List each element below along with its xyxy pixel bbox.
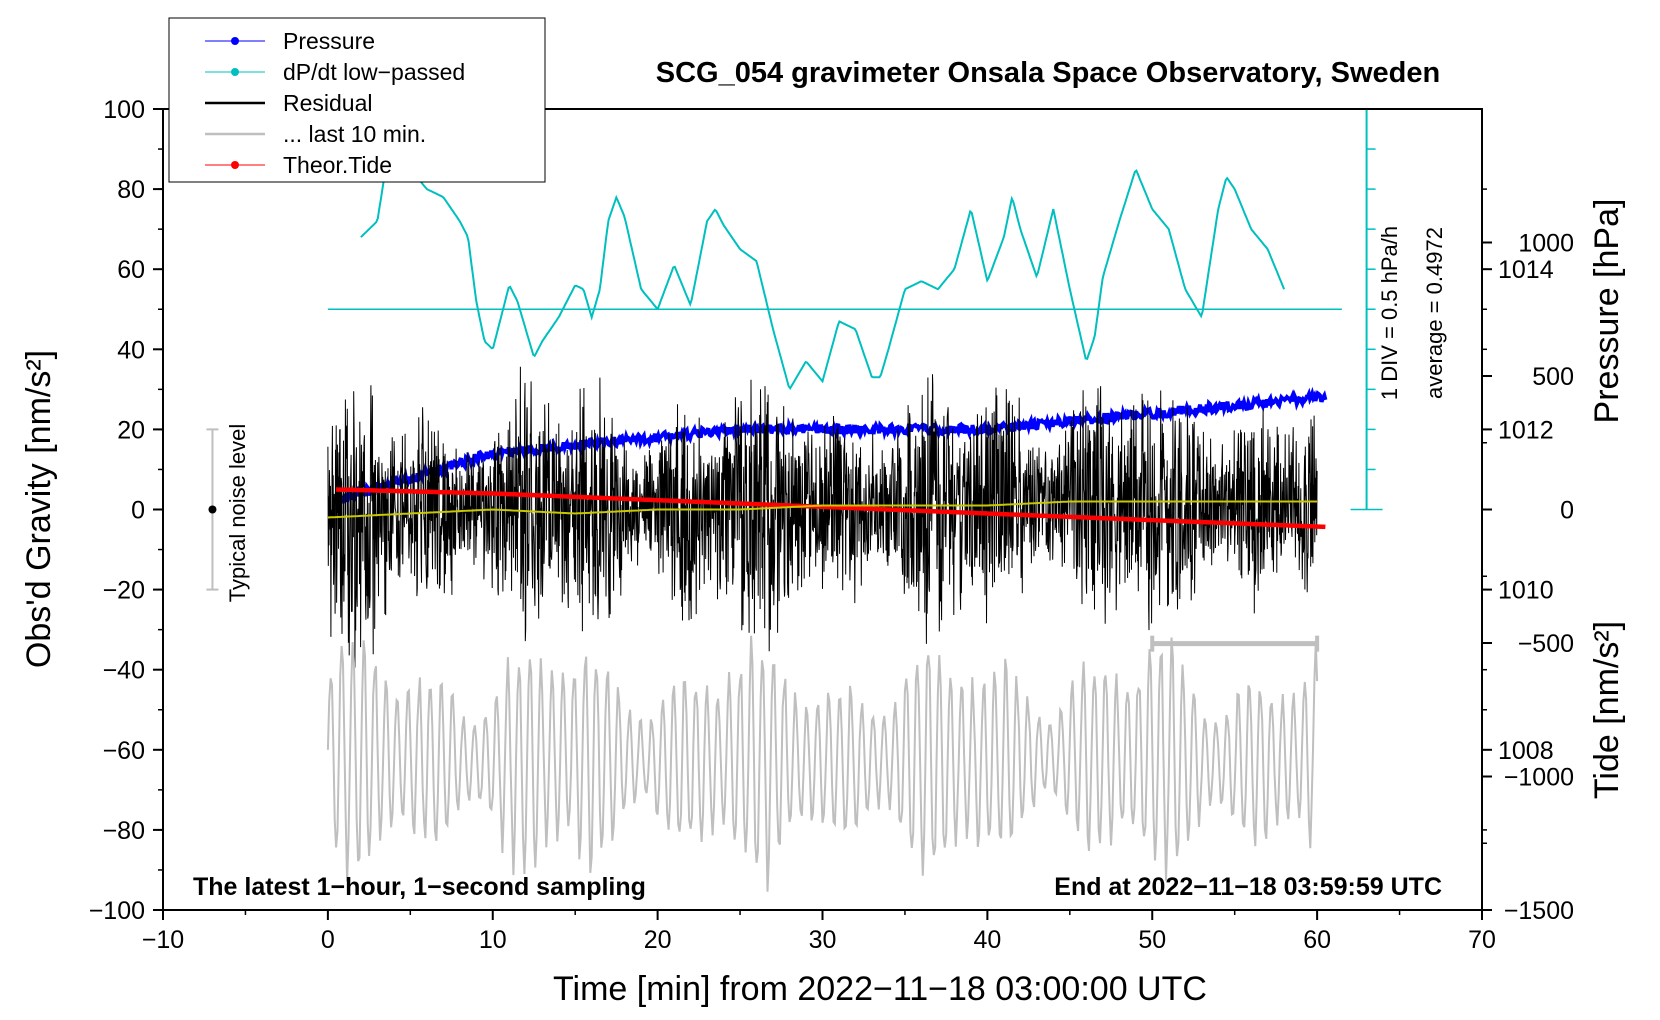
annotation-end-time: End at 2022−11−18 03:59:59 UTC <box>1054 873 1442 901</box>
chart-title: SCG_054 gravimeter Onsala Space Observat… <box>656 57 1440 89</box>
x-tick-label-0: −10 <box>142 926 184 954</box>
y-tide-tick-label-3: −500 <box>1518 630 1574 658</box>
axes-layer: −10 0 10 20 30 40 50 60 70100806040200−20−40−60−… <box>89 96 1574 954</box>
y-left-tick-label-3: 40 <box>117 336 145 364</box>
y-tide-tick-label-5: −1500 <box>1504 897 1574 925</box>
legend-label-2: Residual <box>283 90 373 116</box>
y-left-tick-label-0: 100 <box>103 96 145 124</box>
legend-marker-1 <box>231 68 239 76</box>
noise-level-label: Typical noise level <box>225 424 250 603</box>
dpdt-average-text: average = 0.4972 <box>1422 227 1447 399</box>
y-left-tick-label-8: −60 <box>103 737 145 765</box>
y-tide-tick-label-4: −1000 <box>1504 764 1574 792</box>
y-left-tick-label-10: −100 <box>89 897 145 925</box>
y-axis-title-gravity-text: Obs'd Gravity [nm/s²] <box>20 350 58 668</box>
x-tick-label-3: 20 <box>644 926 672 954</box>
noise-level-indicator <box>206 428 219 591</box>
y-left-tick-label-1: 80 <box>117 176 145 204</box>
y-axis-title-gravity: Obs'd Gravity [nm/s²] <box>20 350 58 668</box>
x-tick-label-8: 70 <box>1468 926 1496 954</box>
x-tick-label-6: 50 <box>1138 926 1166 954</box>
noise-level-center-dot <box>208 505 217 514</box>
series-tide-line <box>336 487 1326 530</box>
legend-label-4: Theor.Tide <box>283 152 392 178</box>
legend-entries: Pressure dP/dt low−passed Residual ... last… <box>205 28 465 178</box>
y-tide-tick-label-2: 0 <box>1560 497 1574 525</box>
y-tide-tick-label-0: 1000 <box>1518 230 1574 258</box>
series-residual-mean-line <box>327 500 1318 519</box>
legend-label-0: Pressure <box>283 28 375 54</box>
y-axis-title-pressure: Pressure [hPa] <box>1588 199 1626 424</box>
x-tick-label-1: 0 <box>321 926 335 954</box>
legend: Pressure dP/dt low−passed Residual ... last… <box>168 17 546 183</box>
y-left-tick-label-4: 20 <box>117 416 145 444</box>
series-pressure-line <box>334 386 1328 510</box>
x-tick-label-7: 60 <box>1303 926 1331 954</box>
x-tick-label-2: 10 <box>479 926 507 954</box>
y-left-tick-label-6: −20 <box>103 577 145 605</box>
legend-label-1: dP/dt low−passed <box>283 59 465 85</box>
x-tick-label-5: 40 <box>973 926 1001 954</box>
y-left-tick-label-9: −80 <box>103 817 145 845</box>
series-layer <box>326 121 1342 892</box>
y-left-tick-label-5: 0 <box>131 497 145 525</box>
y-pressure-tick-label-2: 1010 <box>1498 577 1554 605</box>
y-pressure-tick-label-3: 1008 <box>1498 737 1554 765</box>
series-last-10-min-line <box>326 635 1319 892</box>
y-tide-tick-label-1: 500 <box>1532 363 1574 391</box>
legend-box <box>168 17 546 183</box>
y-pressure-tick-label-0: 1014 <box>1498 256 1554 284</box>
y-pressure-tick-label-1: 1012 <box>1498 416 1554 444</box>
x-tick-label-4: 30 <box>809 926 837 954</box>
y-left-tick-label-7: −40 <box>103 657 145 685</box>
dpdt-scale-axis <box>1150 108 1383 652</box>
dpdt-scale-div-text: 1 DIV = 0.5 hPa/h <box>1377 226 1402 400</box>
series-residual-line <box>327 366 1318 668</box>
legend-marker-0 <box>231 37 239 45</box>
series-dpdt-line <box>360 121 1286 391</box>
y-left-tick-label-2: 60 <box>117 256 145 284</box>
legend-label-3: ... last 10 min. <box>283 121 426 147</box>
annotation-latest-hour: The latest 1−hour, 1−second sampling <box>193 873 646 901</box>
x-axis-title: Time [min] from 2022−11−18 03:00:00 UTC <box>553 970 1207 1008</box>
y-axis-title-tide: Tide [nm/s²] <box>1588 621 1626 799</box>
legend-marker-4 <box>231 161 239 169</box>
